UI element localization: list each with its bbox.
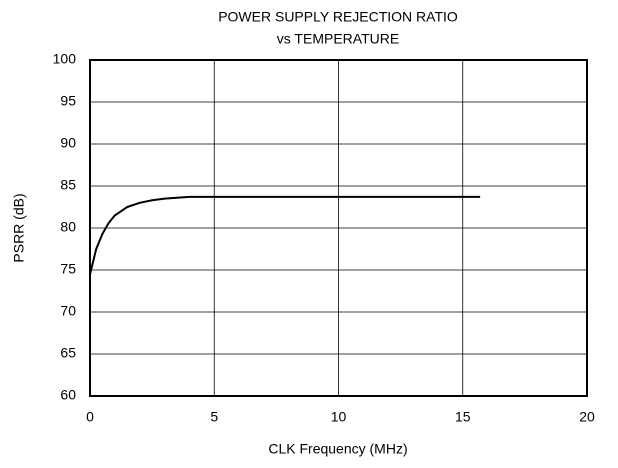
y-tick-label: 75 [60,261,76,277]
y-tick-label: 85 [60,177,76,193]
chart-title: POWER SUPPLY REJECTION RATIO [218,9,458,25]
y-tick-label: 70 [60,303,76,319]
y-tick-label: 95 [60,93,76,109]
plot-frame [89,59,588,397]
chart-subtitle: vs TEMPERATURE [277,31,399,47]
x-tick-label: 5 [210,409,218,425]
data-line [89,195,481,275]
x-tick-label: 15 [455,409,471,425]
y-tick-label: 80 [60,219,76,235]
x-tick-label: 0 [86,409,94,425]
y-axis-label: PSRR (dB) [11,193,27,262]
x-tick-label: 20 [579,409,595,425]
y-tick-label: 100 [53,51,77,67]
y-tick-label: 60 [60,387,76,403]
y-tick-label: 65 [60,345,76,361]
x-axis-label: CLK Frequency (MHz) [268,441,407,457]
x-tick-label: 10 [331,409,347,425]
y-tick-label: 90 [60,135,76,151]
